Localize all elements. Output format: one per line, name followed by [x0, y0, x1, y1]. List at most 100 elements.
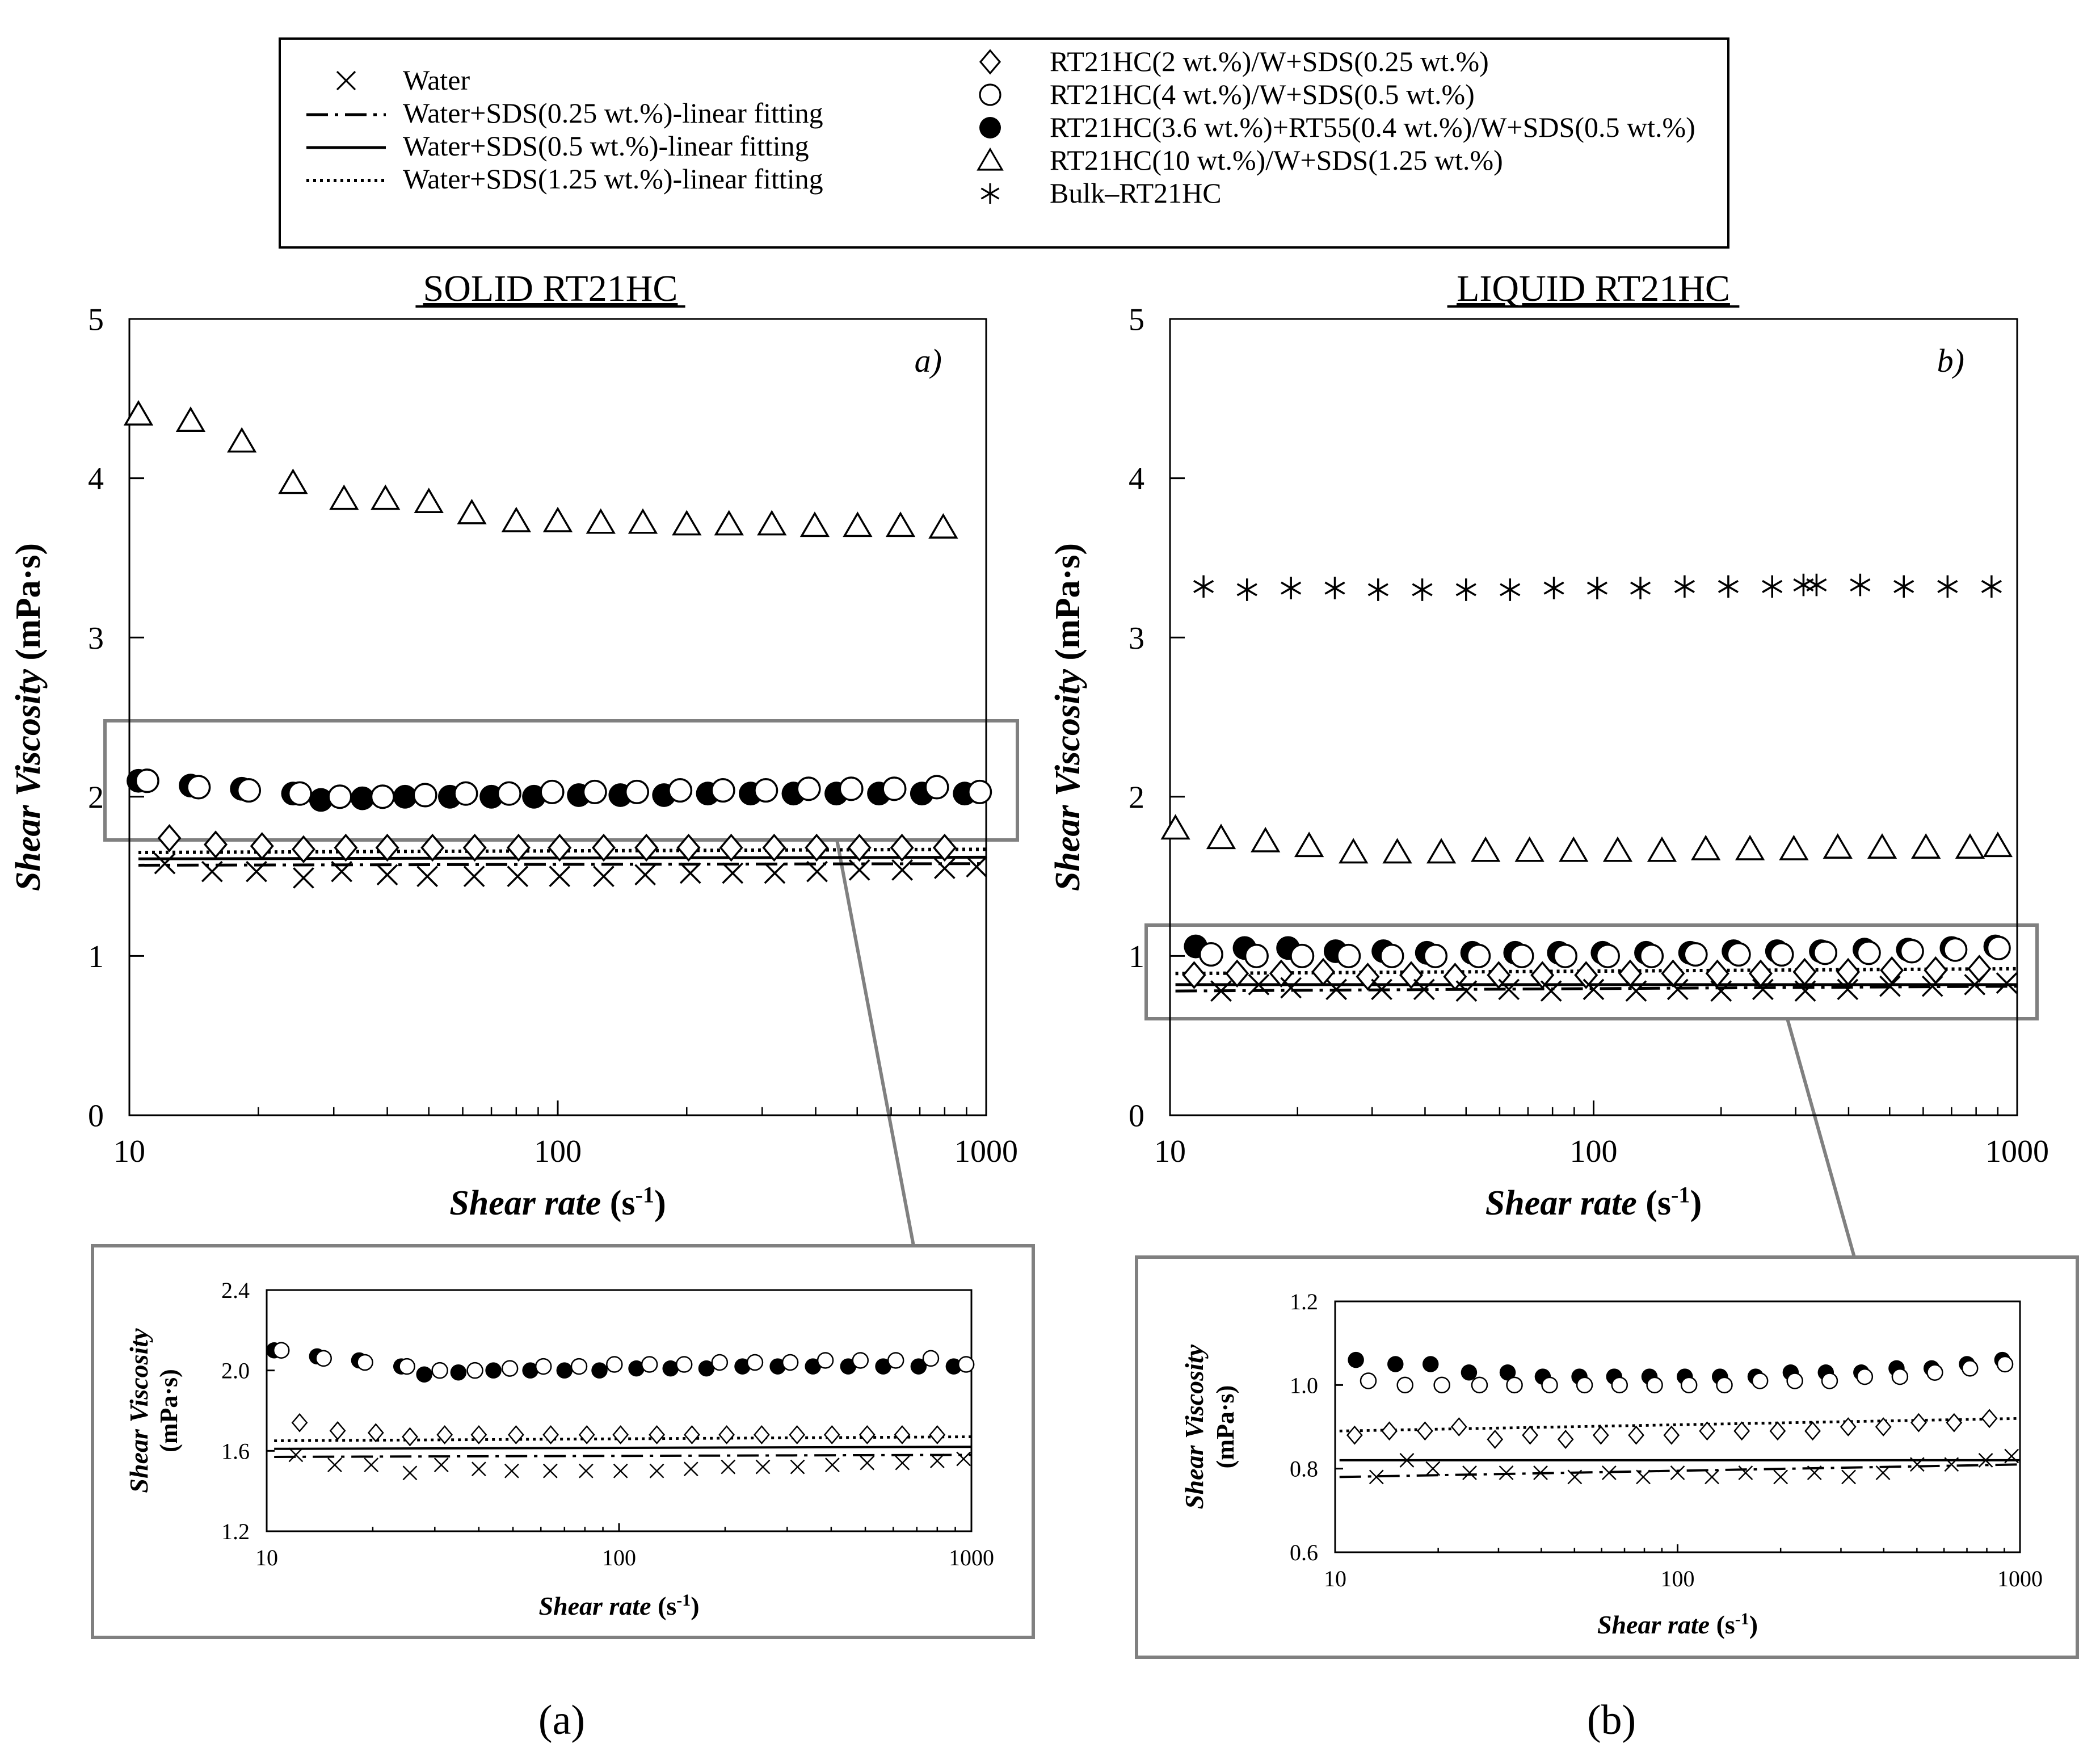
- point-water: [679, 862, 701, 884]
- point-water: [895, 1455, 910, 1471]
- point-water: [1280, 977, 1302, 999]
- point-rt4: [1996, 1355, 2014, 1373]
- x-tick-label: 100: [602, 1545, 636, 1570]
- y-axis-label: Shear Viscosity: [124, 1328, 153, 1493]
- point-rt2: [1880, 956, 1904, 985]
- point-rt10: [1339, 838, 1369, 864]
- point-water: [1666, 978, 1689, 1001]
- plot-frame: [128, 318, 987, 1116]
- point-rt2: [204, 830, 228, 859]
- point-rt4: [1821, 1372, 1838, 1389]
- point-rt4: [1471, 1376, 1488, 1394]
- x-tick-label: 10: [255, 1545, 278, 1570]
- point-rt2: [1840, 1417, 1857, 1436]
- point-water: [721, 1459, 736, 1474]
- point-water: [933, 858, 956, 879]
- point-rt2: [932, 833, 957, 862]
- point-water: [1705, 1469, 1719, 1485]
- point-rt4: [1506, 1376, 1523, 1394]
- point-rt2: [1592, 1425, 1609, 1445]
- point-rt4: [624, 779, 650, 804]
- point-rt4: [186, 775, 211, 800]
- point-water: [806, 860, 828, 883]
- point-rt10: [329, 484, 359, 510]
- point-water: [402, 1465, 418, 1481]
- point-water: [1498, 978, 1520, 1001]
- point-rt4: [1726, 942, 1751, 967]
- point-rt4: [967, 779, 992, 804]
- chart-inset-b: 0.6 0.8 1.0 1.2 10 100 1000 Shear rate (s-1) She…: [1180, 1289, 2043, 1639]
- point-rt4: [287, 781, 313, 806]
- point-water: [2004, 1448, 2019, 1464]
- series-rt2: [291, 1413, 946, 1447]
- fit-line-fit025: [274, 1453, 972, 1458]
- point-rt2: [542, 1425, 559, 1444]
- series-rt2: [1346, 1409, 1998, 1450]
- point-water: [471, 1461, 486, 1477]
- legend-label-rt10: RT21HC(10 wt.%)/W+SDS(1.25 wt.%): [1050, 144, 1503, 176]
- point-bulk: [1500, 578, 1521, 601]
- point-water: [790, 1459, 805, 1474]
- point-rt2: [1311, 957, 1336, 986]
- point-water: [722, 862, 744, 884]
- point-rt2: [291, 1413, 308, 1432]
- point-bulk: [1412, 578, 1433, 601]
- point-rt4: [675, 1356, 693, 1373]
- chart-title: SOLID RT21HC: [423, 268, 678, 309]
- point-rt2: [508, 1425, 524, 1444]
- point-water: [1601, 1465, 1617, 1480]
- y-tick-label: 1: [88, 939, 104, 974]
- legend-label-water: Water: [403, 64, 470, 96]
- point-rt10: [226, 427, 257, 453]
- point-rt4: [1396, 1376, 1413, 1394]
- point-rt2: [649, 1425, 665, 1444]
- point-rt2: [1487, 1430, 1504, 1450]
- point-rt4: [1611, 1376, 1628, 1394]
- fit-line-fit125: [1339, 1417, 2021, 1432]
- point-rt2: [1416, 1421, 1433, 1441]
- point-rt2: [1792, 957, 1817, 986]
- series-rt2: [157, 824, 957, 864]
- legend-label-fit025: Water+SDS(0.25 wt.%)-linear fitting: [403, 97, 823, 129]
- point-rt4: [922, 1350, 940, 1367]
- y-tick-label: 0.6: [1290, 1540, 1318, 1565]
- point-rt10: [1691, 834, 1721, 860]
- point-water: [1909, 1457, 1925, 1472]
- plot-frame: [1169, 318, 2018, 1116]
- point-rt4: [398, 1358, 415, 1375]
- legend-label-fit05: Water+SDS(0.5 wt.%)-linear fitting: [403, 130, 809, 162]
- point-rt2: [719, 833, 743, 862]
- point-bulk: [1586, 577, 1607, 600]
- point-rt4: [796, 776, 821, 801]
- point-water: [860, 1455, 875, 1471]
- y-tick-label: 1: [1129, 939, 1144, 974]
- point-water: [1455, 980, 1478, 1002]
- point-rt2: [1628, 1425, 1644, 1445]
- point-water: [848, 859, 870, 881]
- point-rt2: [1705, 959, 1729, 988]
- point-rt2: [676, 833, 701, 862]
- point-rt4: [1926, 1364, 1943, 1381]
- legend-item-water: Water: [336, 64, 470, 96]
- point-rt10: [799, 511, 830, 537]
- y-tick-label: 5: [1129, 303, 1144, 338]
- point-rt10: [1779, 834, 1809, 860]
- point-rt36: [485, 1362, 502, 1379]
- point-rt4: [1769, 942, 1794, 967]
- point-rt4: [852, 1352, 869, 1369]
- point-rt4: [370, 784, 395, 809]
- point-water: [364, 1457, 379, 1473]
- point-bulk: [1718, 575, 1739, 598]
- point-water: [1540, 980, 1562, 1002]
- y-tick-label: 0: [1129, 1099, 1144, 1134]
- plot-frame: [266, 1289, 973, 1532]
- point-rt4: [1943, 937, 1968, 962]
- point-water: [1583, 978, 1605, 1001]
- y-tick-label: 0.8: [1290, 1456, 1318, 1482]
- y-tick-label: 5: [88, 303, 104, 338]
- point-rt10: [586, 508, 616, 534]
- series-rt4: [1198, 935, 2011, 968]
- point-rt2: [894, 1425, 911, 1444]
- point-rt2: [612, 1425, 629, 1444]
